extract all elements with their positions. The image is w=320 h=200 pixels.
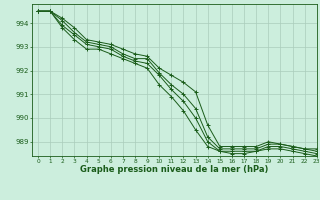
X-axis label: Graphe pression niveau de la mer (hPa): Graphe pression niveau de la mer (hPa) xyxy=(80,165,268,174)
